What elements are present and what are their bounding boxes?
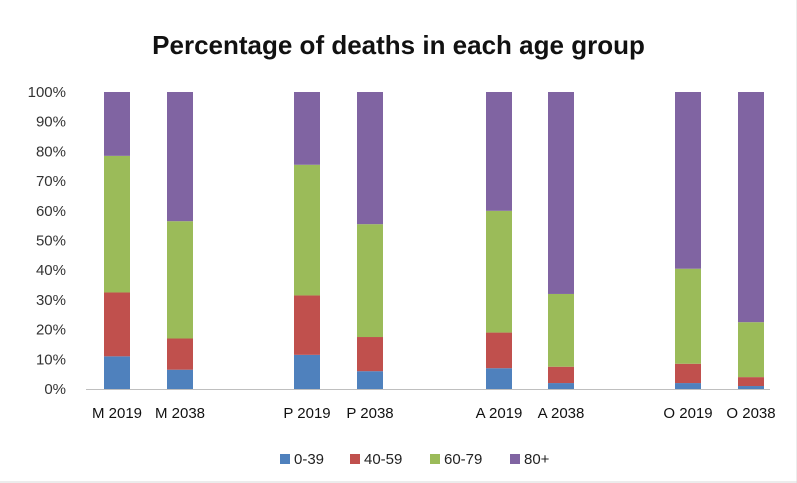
bar-segment: [104, 155, 130, 293]
bar-segment: [104, 92, 130, 156]
bar-segment: [548, 293, 574, 367]
chart-title: Percentage of deaths in each age group: [152, 30, 645, 60]
bar-segment: [486, 210, 512, 333]
bar-segment: [167, 92, 193, 222]
x-tick-label: P 2038: [346, 405, 393, 422]
bar-segment: [486, 92, 512, 211]
x-tick-label: A 2019: [476, 405, 523, 422]
legend-label: 60-79: [444, 451, 482, 468]
y-tick-label: 10%: [36, 351, 66, 368]
bar-segment: [486, 332, 512, 369]
x-tick-label: O 2038: [726, 405, 775, 422]
legend-swatch: [280, 454, 290, 464]
bar-segment: [738, 386, 764, 389]
legend-swatch: [350, 454, 360, 464]
bar-segment: [294, 295, 320, 355]
legend-swatch: [510, 454, 520, 464]
bar-segment: [738, 92, 764, 323]
y-tick-label: 30%: [36, 292, 66, 309]
bar-segment: [294, 354, 320, 389]
bar-segment: [167, 338, 193, 370]
bar-segment: [675, 383, 701, 389]
y-tick-label: 60%: [36, 203, 66, 220]
y-tick-label: 90%: [36, 114, 66, 131]
bar-segment: [675, 268, 701, 364]
bar-segment: [167, 221, 193, 339]
legend-label: 0-39: [294, 451, 324, 468]
bar-segment: [357, 92, 383, 225]
bar-segment: [357, 337, 383, 372]
bar-segment: [357, 224, 383, 338]
legend-label: 80+: [524, 451, 550, 468]
bar-segment: [738, 377, 764, 387]
y-tick-label: 80%: [36, 143, 66, 160]
bar-segment: [675, 92, 701, 269]
y-tick-label: 50%: [36, 233, 66, 250]
x-tick-label: M 2038: [155, 405, 205, 422]
x-tick-label: M 2019: [92, 405, 142, 422]
x-tick-label: O 2019: [663, 405, 712, 422]
legend-swatch: [430, 454, 440, 464]
bar-segment: [104, 356, 130, 389]
y-tick-label: 0%: [44, 381, 66, 398]
x-tick-label: P 2019: [283, 405, 330, 422]
bar-segment: [738, 322, 764, 378]
bar-segment: [675, 363, 701, 384]
x-tick-label: A 2038: [538, 405, 585, 422]
bar-segment: [548, 366, 574, 384]
legend-label: 40-59: [364, 451, 402, 468]
bar-segment: [486, 368, 512, 389]
bar-segment: [104, 292, 130, 357]
y-tick-label: 100%: [28, 84, 66, 101]
bar-segment: [548, 92, 574, 294]
bar-segment: [357, 371, 383, 389]
bar-segment: [294, 164, 320, 296]
bar-segment: [548, 383, 574, 389]
y-tick-label: 20%: [36, 322, 66, 339]
bar-segment: [294, 92, 320, 165]
y-tick-label: 40%: [36, 262, 66, 279]
bar-segment: [167, 369, 193, 389]
y-tick-label: 70%: [36, 173, 66, 190]
